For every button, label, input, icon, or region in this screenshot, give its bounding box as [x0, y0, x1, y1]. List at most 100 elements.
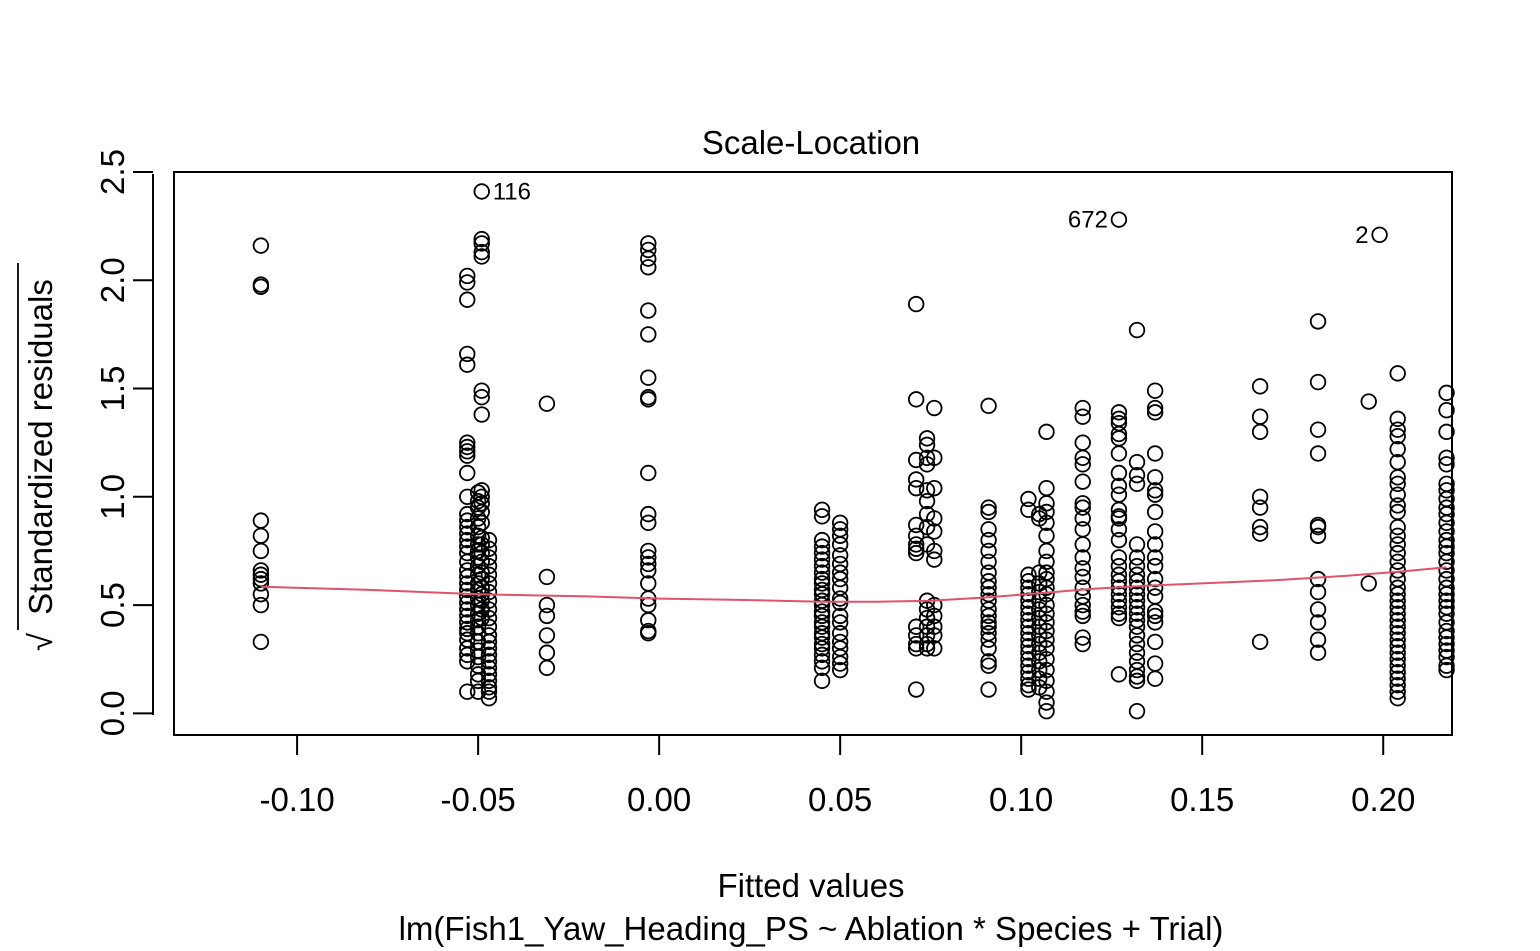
data-point [1110, 566, 1128, 583]
data-point [1038, 651, 1055, 668]
labeled-data-point [1110, 211, 1128, 228]
data-point [1146, 445, 1164, 462]
data-point [813, 557, 831, 575]
y-axis-label-text: Standardized residuals [22, 279, 59, 615]
data-point [252, 596, 270, 614]
y-tick-label: 1.5 [94, 366, 131, 412]
data-point [1389, 497, 1406, 514]
data-point [1038, 596, 1055, 614]
data-point [813, 672, 831, 690]
data-point [1438, 384, 1455, 402]
data-point [1074, 408, 1091, 425]
data-point [252, 562, 270, 579]
data-point [1389, 544, 1406, 562]
data-point [1438, 661, 1455, 679]
data-point [1146, 482, 1164, 499]
data-point [980, 503, 997, 521]
data-point [640, 562, 657, 579]
data-point [1038, 579, 1055, 596]
data-point [459, 620, 476, 638]
data-point [640, 549, 657, 566]
data-point [1438, 562, 1455, 579]
data-point [1389, 527, 1406, 544]
data-point [480, 683, 498, 700]
data-point [1146, 486, 1164, 503]
data-point [1146, 607, 1164, 625]
data-point [907, 681, 925, 698]
data-point [907, 640, 925, 657]
data-point [926, 510, 943, 527]
data-point [980, 614, 997, 631]
data-point [1146, 579, 1164, 596]
data-point [640, 464, 657, 482]
data-point [1438, 579, 1455, 596]
data-point [1251, 525, 1269, 542]
data-point [640, 542, 657, 560]
chart-title: Scale-Location [702, 124, 920, 161]
data-point [1128, 466, 1146, 484]
data-point [640, 514, 657, 531]
data-point [980, 397, 997, 415]
data-point [1074, 560, 1091, 577]
data-point [459, 267, 476, 285]
data-point [980, 681, 997, 698]
data-point [459, 291, 476, 308]
data-point [831, 607, 849, 625]
data-point [538, 568, 556, 586]
data-point [926, 542, 943, 560]
data-point [1020, 657, 1037, 674]
y-axis-label: √ Standardized residuals [17, 263, 59, 651]
data-point [831, 655, 849, 672]
data-point [918, 640, 936, 657]
data-point [1309, 373, 1327, 391]
data-point [538, 607, 556, 625]
data-point [1389, 683, 1406, 700]
x-tick-label: 0.15 [1170, 781, 1234, 818]
data-point [813, 551, 831, 568]
data-point [1128, 635, 1146, 653]
data-point [480, 592, 498, 609]
data-point [252, 633, 270, 651]
data-point [640, 612, 657, 629]
labeled-data-point [473, 183, 490, 200]
data-point [918, 436, 936, 454]
data-point [1389, 612, 1406, 629]
data-point [1438, 514, 1455, 531]
data-point [1309, 570, 1327, 588]
data-point [1146, 633, 1164, 651]
data-point [480, 531, 498, 549]
data-point [1389, 579, 1406, 596]
data-point [918, 482, 936, 499]
data-point [1038, 661, 1055, 679]
data-point [980, 657, 997, 674]
data-point [1038, 683, 1055, 700]
data-point [1074, 399, 1091, 417]
data-point [473, 389, 490, 406]
data-point [1074, 635, 1091, 653]
data-point [1389, 676, 1406, 694]
data-point [1074, 473, 1091, 490]
data-point [1146, 670, 1164, 687]
data-point [907, 544, 925, 562]
data-point [480, 689, 498, 707]
y-tick-label: 1.0 [94, 474, 131, 520]
data-point [907, 540, 925, 557]
data-point [813, 635, 831, 653]
data-point [1020, 490, 1037, 508]
data-point [1438, 586, 1455, 603]
data-point [918, 449, 936, 467]
data-point [480, 627, 498, 644]
data-point [459, 653, 476, 670]
data-point [918, 430, 936, 447]
data-point [1309, 601, 1327, 618]
data-point [1128, 702, 1146, 720]
data-point [459, 683, 476, 700]
data-point [907, 635, 925, 653]
data-point [1128, 536, 1146, 553]
data-point [1251, 633, 1269, 651]
data-point [980, 499, 997, 516]
sqrt-symbol: √ [22, 632, 59, 651]
data-point [1389, 689, 1406, 707]
data-point [1438, 449, 1455, 467]
data-point [1389, 605, 1406, 622]
